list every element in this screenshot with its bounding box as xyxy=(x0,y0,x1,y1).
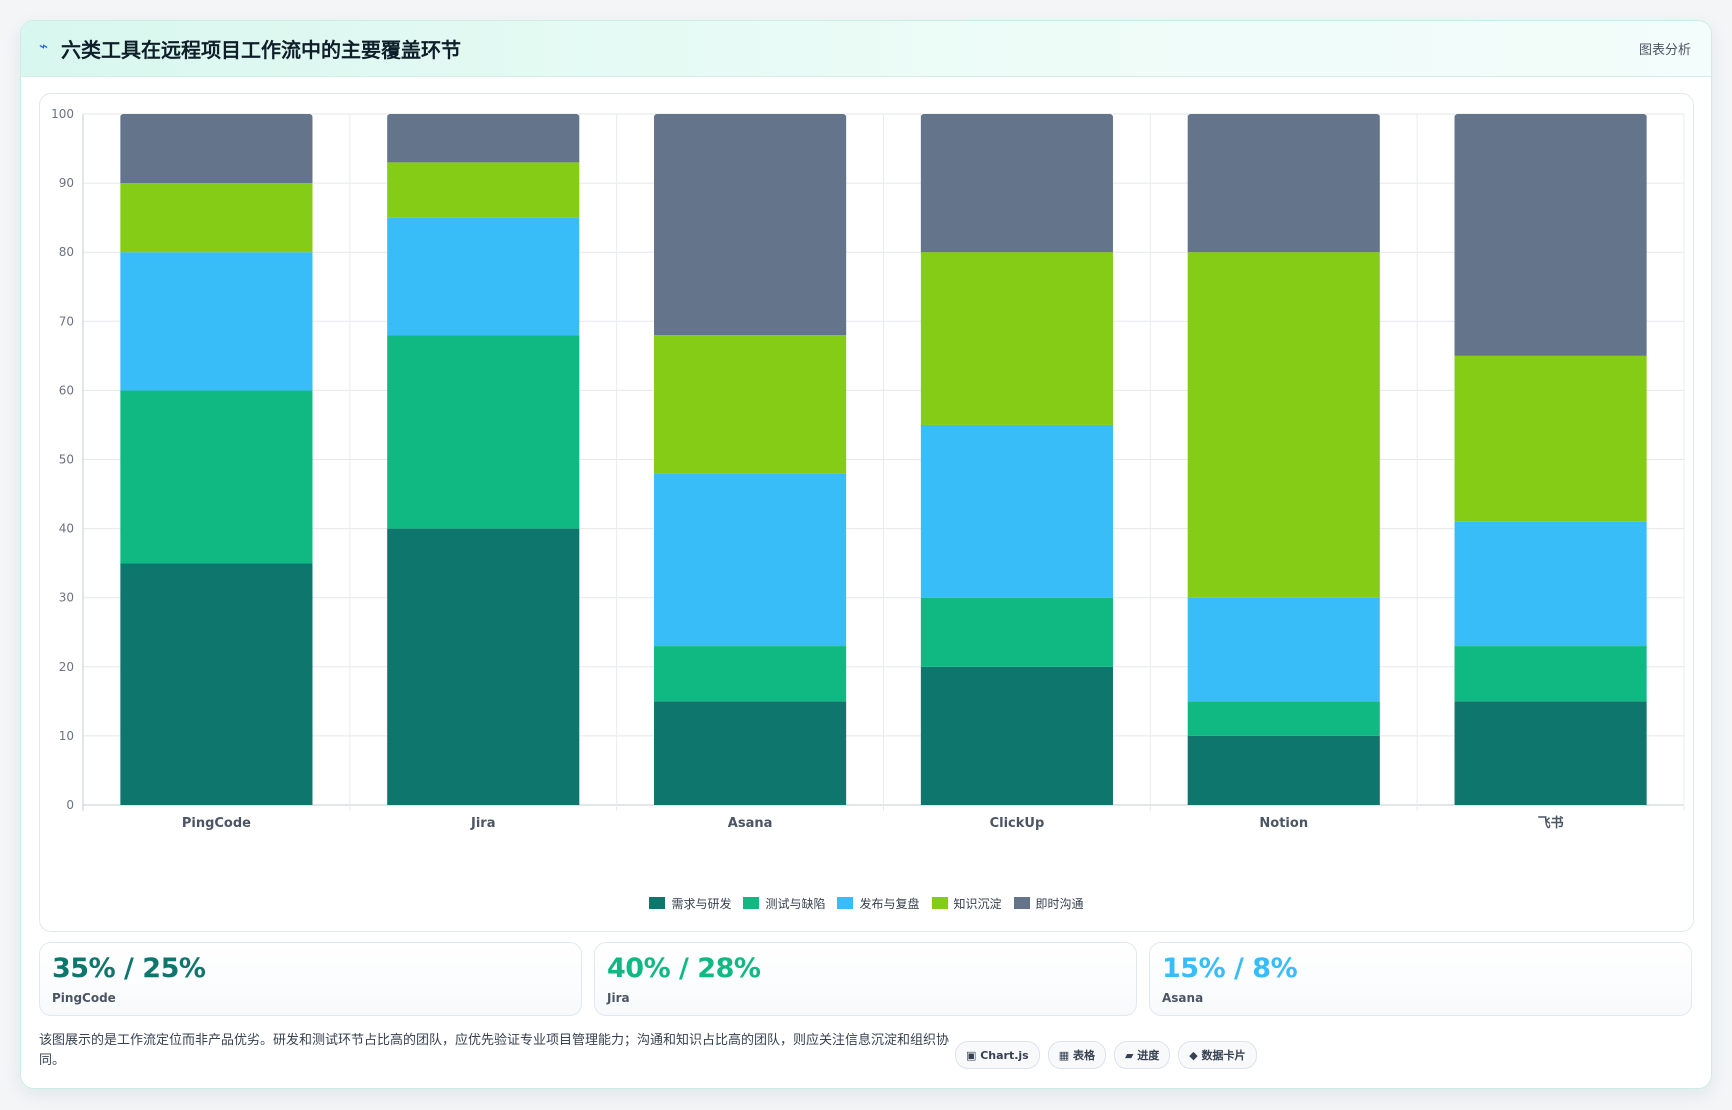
chart-analysis-label: 图表分析 xyxy=(1638,43,1691,58)
legend-label: 需求与研发 xyxy=(671,896,732,911)
chart-card: ⌁ 六类工具在远程项目工作流中的主要覆盖环节 图表分析 0 10 20 30 40 50 6… xyxy=(20,20,1712,1089)
y-tick-label: 80 xyxy=(59,245,74,259)
card-header: ⌁ 六类工具在远程项目工作流中的主要覆盖环节 图表分析 xyxy=(21,21,1711,77)
stat-card-pingcode: 35% / 25% PingCode xyxy=(39,942,582,1016)
y-tick-label: 10 xyxy=(59,729,74,743)
page-title: 六类工具在远程项目工作流中的主要覆盖环节 xyxy=(61,38,461,62)
bar-corner xyxy=(1109,114,1113,117)
legend-swatch xyxy=(649,897,666,909)
bar-corner xyxy=(920,114,924,117)
tag-list: ▣ Chart.js ▦ 表格 ▰ 进度 ◆ 数据卡片 xyxy=(955,1041,1257,1069)
tag-progress[interactable]: ▰ 进度 xyxy=(1113,1041,1171,1069)
x-tick-label: Jira xyxy=(470,816,495,831)
bar-segment xyxy=(1187,701,1380,736)
bar-segment xyxy=(387,528,580,805)
bar-corner xyxy=(309,114,313,117)
bar-segment xyxy=(654,473,847,647)
tag-data-card[interactable]: ◆ 数据卡片 xyxy=(1178,1041,1257,1069)
bar-segment xyxy=(120,563,313,805)
stat-label: Asana xyxy=(1162,991,1204,1005)
legend-swatch xyxy=(743,897,760,909)
bar-segment xyxy=(654,646,847,702)
legend-swatch xyxy=(931,897,948,909)
y-tick-label: 0 xyxy=(66,798,74,812)
bar-segment xyxy=(1187,597,1380,702)
bar-corner xyxy=(843,114,847,117)
tag-chartjs[interactable]: ▣ Chart.js xyxy=(955,1041,1040,1069)
legend-swatch xyxy=(837,897,854,909)
y-tick-label: 100 xyxy=(51,107,74,121)
bar-corner xyxy=(1376,114,1380,117)
x-tick-label: ClickUp xyxy=(990,816,1045,831)
bar-segment xyxy=(920,114,1113,253)
tag-table[interactable]: ▦ 表格 xyxy=(1047,1041,1106,1069)
bar-segment xyxy=(654,114,847,336)
bar-corner xyxy=(120,114,124,117)
y-tick-label: 30 xyxy=(59,591,74,605)
y-tick-label: 70 xyxy=(59,314,74,328)
bar-corner xyxy=(387,114,391,117)
stat-card-jira: 40% / 28% Jira xyxy=(594,942,1137,1016)
stat-label: Jira xyxy=(607,991,630,1005)
bar-segment xyxy=(654,701,847,805)
bar-segment xyxy=(120,390,313,564)
x-tick-label: 飞书 xyxy=(1538,815,1564,831)
bar-corner xyxy=(1187,114,1191,117)
chart-container: 0 10 20 30 40 50 60 70 80 90 100 PingCode Jira Asana C… xyxy=(39,93,1694,932)
bar-segment xyxy=(654,335,847,474)
bar-segment xyxy=(920,666,1113,805)
legend-item[interactable]: 发布与复盘 xyxy=(837,895,920,912)
bar-corner xyxy=(576,114,580,117)
bar-segment xyxy=(387,335,580,529)
bar-segment xyxy=(1454,355,1647,522)
legend-item[interactable]: 需求与研发 xyxy=(649,895,731,912)
stat-value: 35% / 25% xyxy=(52,953,206,984)
stat-label: PingCode xyxy=(52,991,116,1005)
bolt-icon: ⌁ xyxy=(39,37,49,55)
x-tick-label: Notion xyxy=(1259,816,1308,831)
bar-segment xyxy=(920,424,1113,598)
legend-label: 即时沟通 xyxy=(1035,896,1084,911)
chart-note: 该图展示的是工作流定位而非产品优劣。研发和测试环节占比高的团队，应优先验证专业项… xyxy=(39,1033,950,1068)
bar-segment xyxy=(1454,521,1647,647)
bar-segment xyxy=(1454,114,1647,356)
x-tick-label: Asana xyxy=(728,816,773,831)
y-tick-label: 50 xyxy=(59,453,74,467)
bar-segment xyxy=(1187,252,1380,598)
bar-corner xyxy=(654,114,658,117)
y-tick-label: 20 xyxy=(59,660,74,674)
legend-item[interactable]: 知识沉淀 xyxy=(931,895,1002,912)
bar-corner xyxy=(1643,114,1647,117)
bar-segment xyxy=(920,252,1113,425)
y-tick-label: 90 xyxy=(59,176,74,190)
bar-segment xyxy=(920,597,1113,667)
y-tick-label: 60 xyxy=(59,383,74,397)
bar-segment xyxy=(1187,114,1380,253)
legend-label: 测试与缺陷 xyxy=(765,896,826,911)
stacked-bar-chart: 0 10 20 30 40 50 60 70 80 90 100 PingCode Jira Asana C… xyxy=(51,107,1685,831)
x-tick-label: PingCode xyxy=(182,816,251,831)
bar-corner xyxy=(1454,114,1458,117)
chart-legend: 需求与研发 测试与缺陷 发布与复盘 知识沉淀 即时沟通 xyxy=(40,894,1693,912)
y-tick-label: 40 xyxy=(59,522,74,536)
legend-label: 发布与复盘 xyxy=(859,896,920,911)
bar-segment xyxy=(387,162,580,218)
stat-value: 40% / 28% xyxy=(607,953,761,984)
bar-segment xyxy=(387,114,580,163)
bar-segment xyxy=(1454,646,1647,702)
legend-item[interactable]: 测试与缺陷 xyxy=(743,895,825,912)
bar-segment xyxy=(1187,735,1380,805)
bar-segment xyxy=(1454,701,1647,805)
legend-label: 知识沉淀 xyxy=(953,896,1002,911)
bar-segment xyxy=(120,252,313,391)
legend-item[interactable]: 即时沟通 xyxy=(1013,895,1084,912)
stat-value: 15% / 8% xyxy=(1162,953,1298,984)
bar-segment xyxy=(387,217,580,336)
stat-card-asana: 15% / 8% Asana xyxy=(1149,942,1692,1016)
bar-segment xyxy=(120,114,313,184)
legend-swatch xyxy=(1013,897,1030,909)
bar-segment xyxy=(120,183,313,253)
